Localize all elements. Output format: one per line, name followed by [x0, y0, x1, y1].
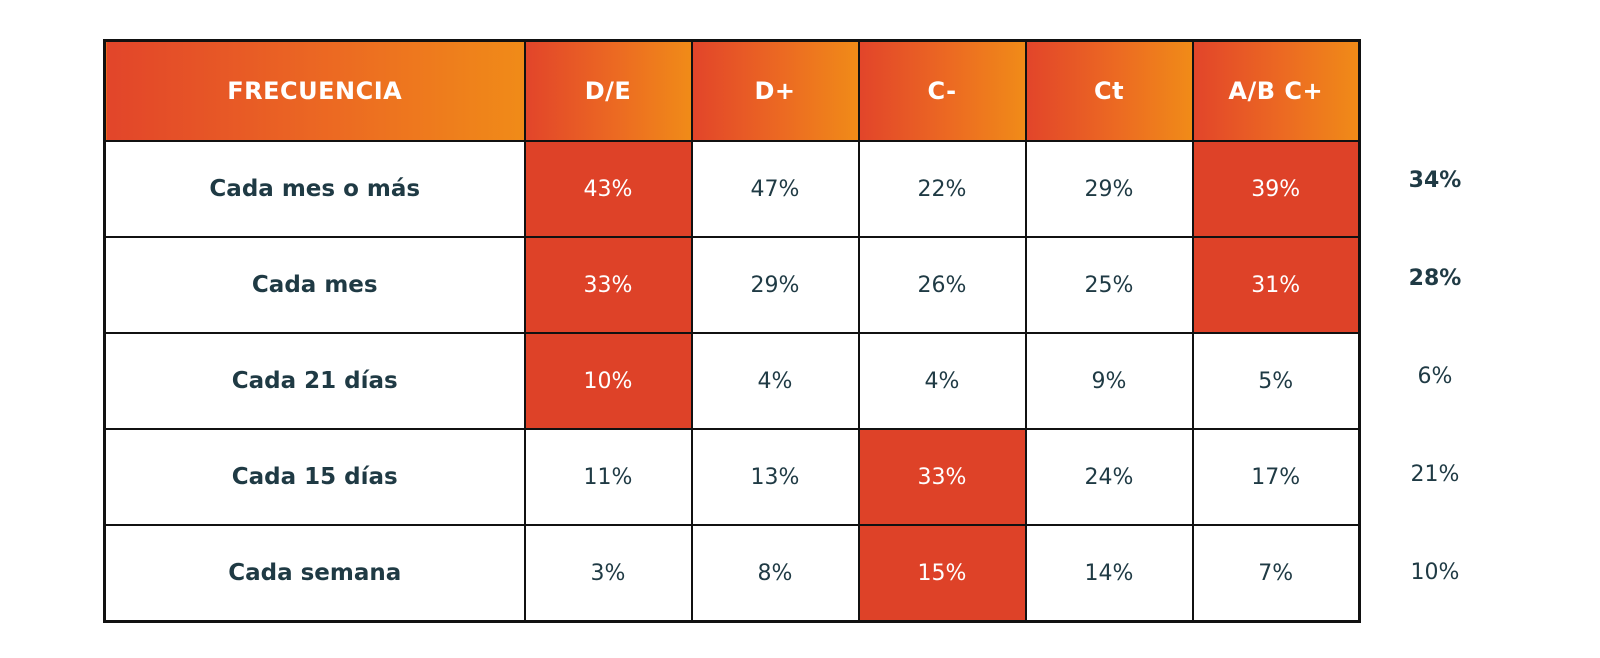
value-cell: 26% — [857, 236, 1027, 334]
value-cell: 24% — [1024, 428, 1194, 526]
value-cell: 3% — [523, 524, 693, 623]
value-cell: 22% — [857, 140, 1027, 238]
table-row: Cada 21 días 10% 4% 4% 9% 5% — [103, 332, 1361, 430]
value-cell: 8% — [690, 524, 860, 623]
value-cell: 43% — [523, 140, 693, 238]
row-total: 34% — [1408, 168, 1462, 193]
value-cell: 4% — [690, 332, 860, 430]
value-cell: 15% — [857, 524, 1027, 623]
header-cminus: C- — [857, 39, 1027, 142]
value-cell: 29% — [690, 236, 860, 334]
value-cell: 14% — [1024, 524, 1194, 623]
value-cell: 25% — [1024, 236, 1194, 334]
value-cell: 31% — [1191, 236, 1361, 334]
value-cell: 33% — [523, 236, 693, 334]
row-label: Cada 21 días — [103, 332, 526, 430]
row-total: 6% — [1417, 364, 1453, 389]
value-cell: 13% — [690, 428, 860, 526]
frequency-table: FRECUENCIA D/E D+ C- Ct A/B C+ Cada mes … — [103, 39, 1361, 623]
value-cell: 4% — [857, 332, 1027, 430]
value-cell: 9% — [1024, 332, 1194, 430]
header-de: D/E — [523, 39, 693, 142]
table-row: Cada mes 33% 29% 26% 25% 31% — [103, 236, 1361, 334]
value-cell: 29% — [1024, 140, 1194, 238]
value-cell: 47% — [690, 140, 860, 238]
row-total: 28% — [1408, 266, 1462, 291]
table-row: Cada mes o más 43% 47% 22% 29% 39% — [103, 140, 1361, 238]
row-total: 10% — [1410, 560, 1460, 585]
header-row: FRECUENCIA D/E D+ C- Ct A/B C+ — [103, 39, 1361, 142]
row-totals: 34% 28% 6% 21% 10% — [1375, 137, 1495, 627]
value-cell: 11% — [523, 428, 693, 526]
value-cell: 10% — [523, 332, 693, 430]
value-cell: 39% — [1191, 140, 1361, 238]
header-abcplus: A/B C+ — [1191, 39, 1361, 142]
header-dplus: D+ — [690, 39, 860, 142]
value-cell: 5% — [1191, 332, 1361, 430]
table-row: Cada semana 3% 8% 15% 14% 7% — [103, 524, 1361, 623]
row-label: Cada 15 días — [103, 428, 526, 526]
row-label: Cada semana — [103, 524, 526, 623]
header-ct: Ct — [1024, 39, 1194, 142]
row-label: Cada mes o más — [103, 140, 526, 238]
value-cell: 17% — [1191, 428, 1361, 526]
header-frecuencia: FRECUENCIA — [103, 39, 526, 142]
row-label: Cada mes — [103, 236, 526, 334]
value-cell: 7% — [1191, 524, 1361, 623]
value-cell: 33% — [857, 428, 1027, 526]
row-total: 21% — [1410, 462, 1460, 487]
table-row: Cada 15 días 11% 13% 33% 24% 17% — [103, 428, 1361, 526]
